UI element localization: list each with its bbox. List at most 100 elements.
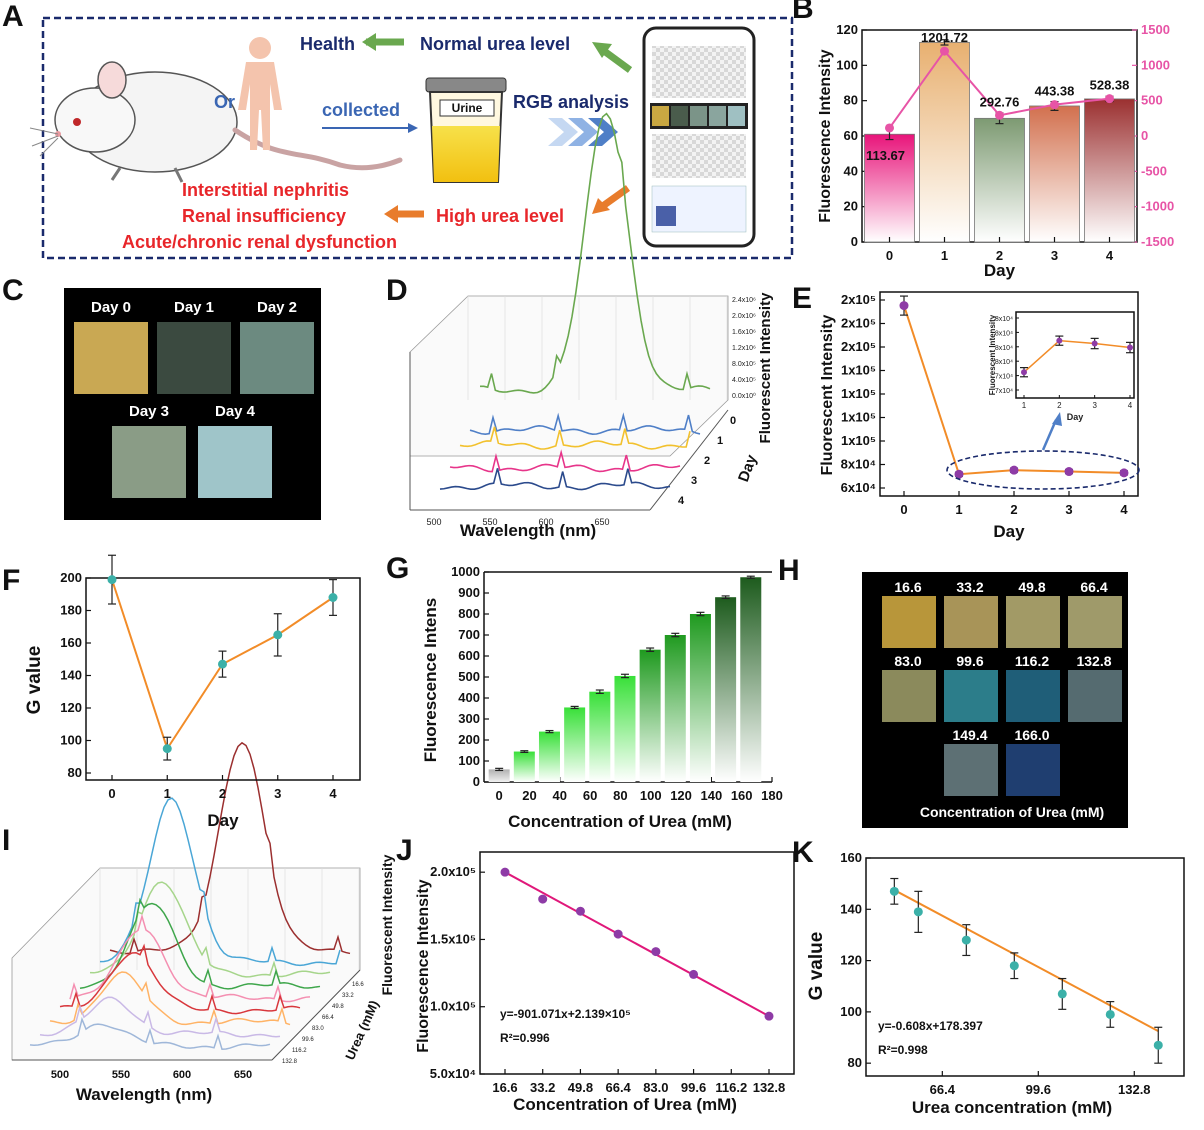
i-x-tick-label: 550	[112, 1069, 130, 1081]
j-data-point	[575, 906, 585, 916]
concentration-color-swatch	[1068, 670, 1122, 722]
x-tick-label: 66.4	[930, 1082, 956, 1097]
plot-frame	[1015, 311, 1135, 399]
x-tick-label: 4	[1106, 248, 1114, 263]
y-tick-label: 700	[458, 627, 480, 642]
x-tick-label: 33.2	[530, 1080, 555, 1095]
panel-label-d: D	[386, 274, 408, 307]
right-y-tick-label: -1500	[1141, 234, 1174, 249]
x-tick-label: 83.0	[643, 1080, 668, 1095]
x-axis-title: Day	[207, 811, 239, 830]
right-axis-value-label: 292.76	[980, 94, 1020, 109]
y-tick-label: 2x10⁵	[841, 339, 876, 354]
concentration-color-swatch	[1006, 670, 1060, 722]
day-color-swatch	[198, 426, 272, 498]
i-conc-tick-label: 83.0	[312, 1026, 324, 1032]
j-fit-line	[504, 871, 770, 1018]
day-color-swatch	[74, 322, 148, 394]
y-axis-title: G value	[806, 932, 827, 1001]
f-data-point	[328, 593, 338, 602]
right-y-tick-label: 500	[1141, 93, 1163, 108]
concentration-swatch-label: 83.0	[894, 653, 921, 669]
inset-y-tick-label: 8x10⁴	[995, 330, 1013, 337]
y-axis-title: G value	[24, 646, 45, 715]
day-swatch-label: Day 0	[91, 299, 131, 316]
g-bar	[689, 614, 711, 782]
d-z-tick-label: 2.4x10⁶	[732, 297, 756, 304]
d-z-tick-label: 8.0x10⁵	[732, 361, 756, 368]
phone-color-swatch	[652, 106, 669, 126]
x-tick-label: 0	[496, 788, 503, 803]
inset-y-tick-label: 8x10⁴	[995, 359, 1013, 366]
d-spectrum-day-4	[439, 468, 671, 491]
i-conc-tick-label: 49.8	[332, 1004, 344, 1010]
highlight-ellipse	[946, 450, 1140, 490]
i-x-tick-label: 500	[51, 1069, 69, 1081]
d-x-tick-label: 600	[538, 517, 553, 527]
panel-label-j: J	[396, 834, 413, 867]
y-tick-label: 1.0x10⁵	[430, 999, 476, 1014]
y-tick-label: 800	[458, 606, 480, 621]
x-tick-label: 2	[219, 786, 226, 801]
d-z-tick-label: 4.0x10⁵	[732, 377, 756, 384]
d-x-tick-label: 500	[426, 517, 441, 527]
x-tick-label: 140	[701, 788, 723, 803]
concentration-color-swatch	[882, 596, 936, 648]
concentration-swatch-label: 66.4	[1080, 579, 1107, 595]
panel-h: H 16.6 33.2 49.8 66.4 83.0 99.6 116.2 132.8 149.…	[778, 554, 1128, 828]
j-data-point	[613, 929, 623, 939]
j-data-point	[689, 969, 699, 979]
x-tick-label: 16.6	[492, 1080, 517, 1095]
concentration-swatch-label: 49.8	[1018, 579, 1045, 595]
y-tick-label: 0	[473, 774, 480, 789]
i-spectrum-8	[29, 1016, 271, 1050]
y-tick-label: 500	[458, 669, 480, 684]
concentration-swatch-label: 33.2	[956, 579, 983, 595]
k-data-point	[913, 907, 923, 917]
e-data-point	[1009, 465, 1019, 475]
x-axis-title: Concentration of Urea (mM)	[513, 1095, 737, 1114]
y-axis-title: Fluorescence Intensity	[817, 49, 834, 222]
bar-day-4	[1084, 98, 1135, 243]
g-bar	[715, 597, 737, 782]
chevron-arrows-icon	[548, 118, 618, 146]
concentration-color-swatch	[882, 670, 936, 722]
phone-color-swatch	[728, 106, 745, 126]
g-bar	[564, 707, 586, 782]
inset-y-title: Fluorescent Intensity	[988, 314, 997, 395]
high-urea-label: High urea level	[436, 206, 564, 226]
phone-color-swatch	[709, 106, 726, 126]
k-fit-equation: y=-0.608x+178.397	[878, 1019, 983, 1033]
right-axis-value-label: 528.38	[1090, 78, 1130, 93]
d-day-tick-label: 3	[691, 475, 697, 487]
i-y-axis-title: Urea (mM)	[342, 998, 382, 1062]
panel-g: G 0 100 200 300 400 500 600 700 800 900 1000 0 20 40 60…	[386, 552, 783, 831]
d-z-tick-label: 1.2x10⁶	[732, 345, 756, 352]
x-tick-label: 0	[886, 248, 893, 263]
right-axis-point	[1050, 100, 1059, 110]
x-tick-label: 100	[640, 788, 662, 803]
panel-label-e: E	[792, 282, 812, 315]
y-tick-label: 200	[60, 570, 82, 585]
right-axis-point	[995, 110, 1004, 120]
right-axis-point	[885, 123, 894, 133]
y-tick-label: 120	[840, 953, 862, 968]
d-spectrum-day-3	[449, 449, 681, 473]
concentration-color-swatch	[1006, 744, 1060, 796]
plot-frame	[479, 851, 795, 1075]
inset-y-tick-label: 8x10⁴	[995, 316, 1013, 323]
concentration-color-swatch	[1006, 596, 1060, 648]
k-fit-r2: R²=0.998	[878, 1043, 928, 1057]
y-tick-label: 100	[458, 753, 480, 768]
panel-h-title: Concentration of Urea (mM)	[920, 804, 1104, 820]
disease-renal-insufficiency: Renal insufficiency	[182, 206, 346, 226]
e-series-line	[903, 305, 1125, 476]
x-axis-title: Concentration of Urea (mM)	[508, 812, 732, 831]
panel-a-dashed-frame	[41, 16, 794, 260]
j-data-point	[538, 894, 548, 904]
k-data-point	[1105, 1009, 1115, 1019]
y-tick-label: 5.0x10⁴	[430, 1066, 476, 1081]
x-tick-label: 0	[900, 502, 907, 517]
i-conc-tick-label: 99.6	[302, 1037, 314, 1043]
y-tick-label: 40	[844, 163, 858, 178]
